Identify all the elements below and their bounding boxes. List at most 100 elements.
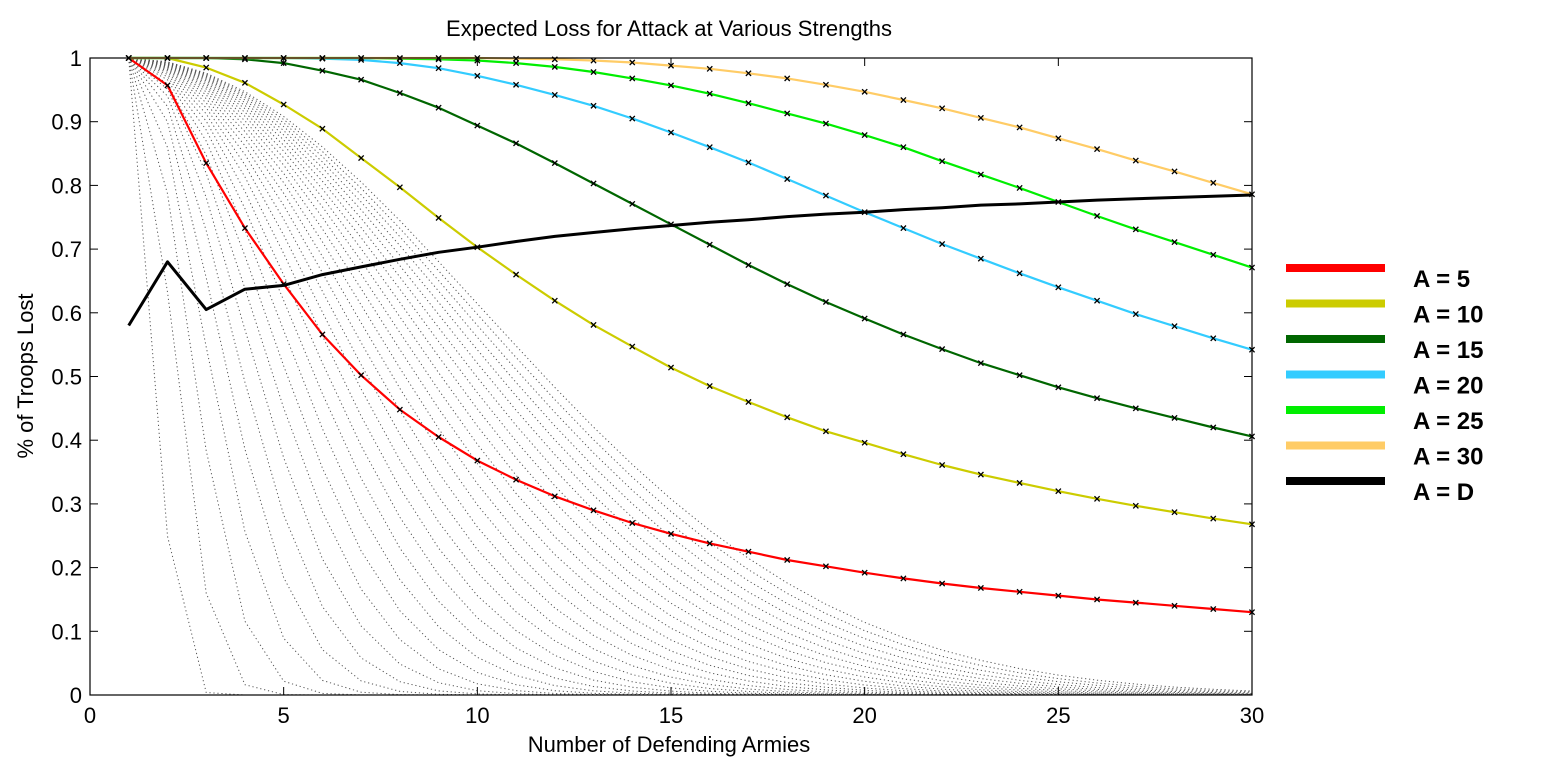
data-point bbox=[1055, 384, 1062, 391]
data-point bbox=[1132, 226, 1139, 233]
data-point bbox=[396, 60, 403, 67]
data-point bbox=[977, 171, 984, 178]
data-point bbox=[1210, 424, 1217, 431]
data-point bbox=[513, 476, 520, 483]
data-point bbox=[784, 281, 791, 288]
legend-label: A = 25 bbox=[1413, 408, 1484, 435]
data-point bbox=[435, 65, 442, 72]
data-point bbox=[784, 414, 791, 421]
y-axis-label: % of Troops Lost bbox=[13, 293, 38, 458]
data-point bbox=[939, 105, 946, 112]
x-axis-label: Number of Defending Armies bbox=[528, 732, 810, 757]
data-point bbox=[590, 68, 597, 76]
data-point bbox=[1055, 592, 1062, 599]
series-d bbox=[127, 193, 1253, 327]
data-point bbox=[513, 60, 520, 67]
data-point bbox=[319, 125, 326, 132]
series-line bbox=[127, 193, 1253, 327]
data-point bbox=[1171, 509, 1178, 516]
background-curve-a20 bbox=[128, 57, 1253, 696]
series-line bbox=[128, 56, 1253, 269]
data-point bbox=[1055, 135, 1062, 142]
y-tick-label: 0.2 bbox=[51, 556, 82, 581]
data-point bbox=[745, 159, 752, 166]
background-curve-a24 bbox=[128, 57, 1253, 695]
data-point bbox=[1055, 284, 1062, 291]
data-point bbox=[939, 346, 946, 353]
series-15 bbox=[125, 54, 1256, 440]
data-point bbox=[1210, 179, 1217, 186]
data-point bbox=[784, 110, 791, 117]
data-point bbox=[977, 255, 984, 262]
plot-frame bbox=[89, 57, 1253, 696]
legend-label: A = 20 bbox=[1413, 373, 1484, 400]
data-point bbox=[745, 548, 752, 555]
data-point bbox=[939, 240, 946, 248]
data-point bbox=[1016, 270, 1023, 277]
data-point bbox=[861, 315, 868, 322]
data-point bbox=[939, 461, 946, 469]
x-tick-label: 10 bbox=[465, 703, 489, 728]
data-point bbox=[1171, 602, 1178, 609]
data-point bbox=[784, 556, 791, 564]
data-point bbox=[396, 89, 403, 97]
y-tick-label: 0.3 bbox=[51, 492, 82, 517]
data-point bbox=[358, 76, 365, 83]
data-point bbox=[551, 63, 558, 70]
data-point bbox=[1171, 323, 1178, 330]
data-point bbox=[280, 101, 287, 108]
data-point bbox=[629, 59, 636, 66]
data-point bbox=[551, 160, 558, 167]
data-point bbox=[861, 88, 868, 95]
data-point bbox=[706, 90, 713, 97]
data-point bbox=[241, 79, 248, 86]
data-point bbox=[667, 530, 675, 537]
data-point bbox=[706, 241, 713, 248]
data-point bbox=[706, 65, 713, 72]
legend: A = 5 A = 10 A = 15 A = 20 A = 25 A = 30 A = D bbox=[1286, 264, 1484, 506]
data-point bbox=[435, 214, 442, 221]
data-point bbox=[1094, 596, 1101, 603]
data-point bbox=[977, 360, 984, 367]
data-point bbox=[900, 225, 907, 232]
plot-area bbox=[125, 54, 1256, 696]
data-point bbox=[551, 297, 558, 304]
data-point bbox=[629, 115, 636, 122]
y-tick-label: 0.7 bbox=[51, 237, 82, 262]
data-point bbox=[590, 102, 597, 109]
series-20 bbox=[125, 54, 1256, 353]
data-point bbox=[1171, 414, 1178, 421]
y-tick-label: 0.4 bbox=[51, 428, 82, 453]
x-axis: 0 5 10 15 20 25 30 bbox=[84, 58, 1264, 728]
data-point bbox=[822, 192, 829, 199]
data-point bbox=[319, 331, 326, 338]
data-point bbox=[551, 91, 558, 99]
data-point bbox=[1210, 335, 1217, 342]
data-point bbox=[1094, 495, 1101, 502]
background-curve-a25 bbox=[128, 57, 1253, 695]
series-25 bbox=[125, 54, 1256, 271]
data-point bbox=[706, 144, 713, 151]
data-point bbox=[745, 100, 752, 107]
data-point bbox=[822, 428, 829, 435]
x-tick-label: 30 bbox=[1240, 703, 1264, 728]
data-point bbox=[629, 343, 636, 350]
data-point bbox=[590, 57, 597, 64]
background-curve-a29 bbox=[128, 57, 1253, 693]
data-point bbox=[164, 82, 171, 89]
data-point bbox=[241, 225, 248, 232]
data-point bbox=[435, 433, 442, 441]
data-point bbox=[629, 200, 636, 207]
data-point bbox=[1132, 405, 1139, 412]
data-point bbox=[784, 75, 791, 82]
data-point bbox=[629, 75, 636, 82]
data-point bbox=[1132, 311, 1139, 318]
y-axis: 0 0.1 0.2 0.3 0.4 0.5 0.6 0.7 0.8 0.9 1 bbox=[51, 46, 1252, 708]
data-point bbox=[1210, 251, 1217, 258]
data-point bbox=[590, 507, 597, 514]
data-point bbox=[977, 471, 984, 478]
data-point bbox=[513, 140, 520, 147]
background-curve-a14 bbox=[128, 57, 1252, 696]
data-point bbox=[784, 175, 791, 183]
data-point bbox=[1171, 239, 1178, 246]
